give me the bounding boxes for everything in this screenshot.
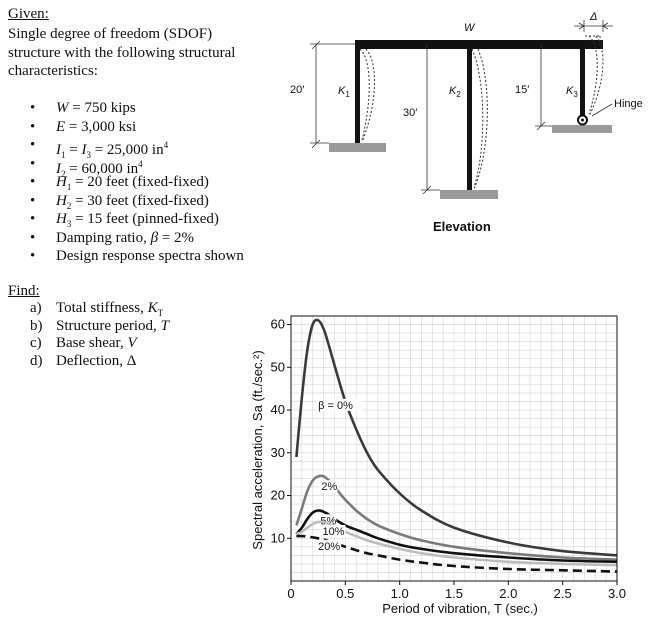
hinge-leader xyxy=(591,103,613,117)
series-line xyxy=(295,509,618,564)
find-item-period: b) Structure period, T xyxy=(30,317,169,334)
given-heading: Given: xyxy=(8,6,49,22)
given-item-h1: H1 = 20 feet (fixed-fixed) xyxy=(30,173,244,192)
delta-label: Δ xyxy=(589,11,597,23)
y-tick-label: 20 xyxy=(271,488,285,503)
foundation-3 xyxy=(552,125,612,133)
weight-label: W xyxy=(464,22,476,34)
hinge-label: Hinge xyxy=(614,98,643,110)
column-3 xyxy=(580,49,585,116)
x-tick-label: 1.0 xyxy=(391,586,409,601)
x-tick-label: 0 xyxy=(287,586,294,601)
series-label: 2% xyxy=(321,481,337,493)
h3-label: 15′ xyxy=(515,84,529,96)
given-item-h2: H2 = 30 feet (fixed-fixed) xyxy=(30,192,244,211)
k2-label: K2 xyxy=(449,85,461,99)
x-axis-label: Period of vibration, T (sec.) xyxy=(382,601,538,616)
y-tick-label: 50 xyxy=(271,359,285,374)
k3-label: K3 xyxy=(566,85,578,99)
series-line xyxy=(295,520,618,567)
find-heading: Find: xyxy=(8,283,40,299)
series-label-bg xyxy=(320,524,346,537)
deflected-shape-2 xyxy=(471,48,484,188)
series-label: 20% xyxy=(318,541,340,553)
series-line xyxy=(296,534,618,573)
x-tick-label: 2.0 xyxy=(499,586,517,601)
series-label-bg xyxy=(316,539,342,552)
find-item-stiffness: a) Total stiffness, KT xyxy=(30,300,164,318)
elevation-title: Elevation xyxy=(433,219,491,234)
given-intro-text: Single degree of freedom (SDOF) structur… xyxy=(8,26,236,79)
foundation-1 xyxy=(329,143,386,152)
chart-curves: β = 0%2%5%10%20% xyxy=(295,318,618,573)
x-tick-label: 2.5 xyxy=(554,586,572,601)
series-line xyxy=(295,318,618,557)
series-label-bg xyxy=(318,514,337,527)
series-label: β = 0% xyxy=(318,400,353,412)
x-tick-label: 3.0 xyxy=(608,586,626,601)
column-1 xyxy=(355,49,360,143)
given-item-modulus: E = 3,000 ksi xyxy=(30,118,244,137)
deflected-shape-1 xyxy=(359,48,370,141)
foundation-2 xyxy=(440,190,498,199)
series-label: 10% xyxy=(323,526,345,538)
y-tick-label: 60 xyxy=(271,317,285,332)
x-tick-label: 1.5 xyxy=(445,586,463,601)
given-item-damping: Damping ratio, β = 2% xyxy=(30,229,244,248)
chart-ticks: 0 0.5 1.0 1.5 2.0 2.5 3.0 10 20 30 40 50 60 xyxy=(271,317,627,601)
column-2 xyxy=(467,49,472,190)
find-item-base-shear: c) Base shear, V xyxy=(30,335,137,351)
roof-beam xyxy=(355,40,603,49)
k1-label: K1 xyxy=(338,85,350,99)
deflected-shape-3 xyxy=(588,35,598,115)
given-item-spectra: Design response spectra shown xyxy=(30,247,244,266)
given-item-weight: W = 750 kips xyxy=(30,99,244,118)
series-label-bg xyxy=(316,398,363,411)
series-line xyxy=(295,474,618,561)
given-list: W = 750 kips E = 3,000 ksi I1 = I3 = 25,… xyxy=(30,99,244,266)
given-item-h3: H3 = 15 feet (pinned-fixed) xyxy=(30,210,244,229)
x-tick-label: 0.5 xyxy=(336,586,354,601)
y-tick-label: 40 xyxy=(271,402,285,417)
y-axis-label: Spectral acceleration, Sa (ft./sec.²) xyxy=(250,350,265,549)
h1-label: 20′ xyxy=(290,84,304,96)
find-item-deflection: d) Deflection, Δ xyxy=(30,352,137,369)
y-tick-label: 30 xyxy=(271,445,285,460)
find-list: a) Total stiffness, KT b) Structure period… xyxy=(30,300,169,370)
h2-label: 30′ xyxy=(403,107,417,119)
y-tick-label: 10 xyxy=(271,530,285,545)
plot-frame xyxy=(290,315,618,582)
series-label-bg xyxy=(319,480,338,493)
